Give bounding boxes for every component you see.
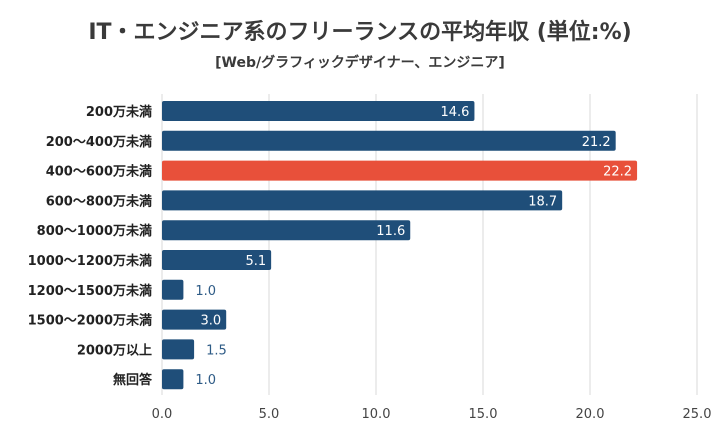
x-tick-label: 0.0: [152, 407, 173, 422]
bar: [162, 309, 227, 330]
category-label: 1200〜1500万未満: [28, 283, 152, 299]
x-tick-label: 10.0: [362, 407, 391, 422]
bar: [162, 339, 195, 360]
x-tick-label: 25.0: [683, 407, 712, 422]
data-label: 14.6: [440, 105, 469, 120]
category-label: 200万未満: [86, 104, 152, 120]
x-tick-label: 5.0: [259, 407, 280, 422]
data-label: 1.0: [195, 373, 216, 388]
data-label: 22.2: [603, 165, 632, 180]
category-label: 無回答: [113, 372, 153, 388]
chart-subtitle: [Web/グラフィックデザイナー、エンジニア]: [215, 55, 505, 71]
category-label: 600〜800万未満: [46, 193, 152, 209]
data-label: 21.2: [582, 135, 611, 150]
data-label: 18.7: [528, 194, 557, 209]
bar: [162, 369, 184, 390]
data-label: 5.1: [245, 254, 266, 269]
x-tick-label: 20.0: [576, 407, 605, 422]
bar: [162, 101, 475, 121]
bar: [162, 160, 638, 181]
chart-title: IT・エンジニア系のフリーランスの平均年収 (単位:%): [88, 20, 632, 45]
data-label: 1.0: [195, 284, 216, 299]
bar: [162, 190, 563, 211]
category-label: 2000万以上: [77, 343, 152, 358]
category-label: 1500〜2000万未満: [28, 313, 152, 329]
bar: [162, 130, 616, 151]
bar: [162, 220, 411, 241]
bar: [162, 279, 184, 300]
category-label: 400〜600万未満: [46, 164, 152, 180]
category-label: 800〜1000万未満: [37, 223, 152, 239]
data-label: 11.6: [376, 224, 405, 239]
bar: [162, 250, 272, 270]
category-label: 1000〜1200万未満: [28, 253, 152, 269]
data-label: 1.5: [206, 343, 227, 358]
category-label: 200〜400万未満: [46, 134, 152, 150]
x-tick-label: 15.0: [469, 407, 498, 422]
data-label: 3.0: [201, 314, 222, 329]
